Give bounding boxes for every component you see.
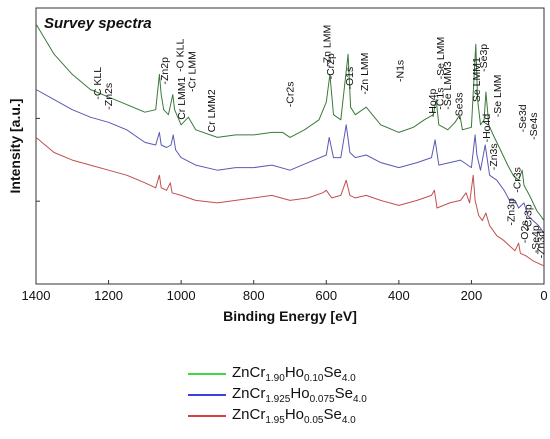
- peak-label: -O KLL: [174, 38, 186, 71]
- peak-label: -Se LMM3: [442, 61, 454, 110]
- y-axis-ticks: [36, 117, 40, 202]
- peak-label: -Cr3p: [523, 204, 535, 230]
- peak-label: -Zn LMM: [359, 53, 371, 95]
- x-axis-ticks: 1400 1200 1000 800 600 400 200 0: [22, 280, 548, 303]
- peak-label: -N1s: [395, 60, 407, 82]
- peak-label: -O1s: [344, 67, 356, 90]
- series-line-1: [35, 89, 545, 234]
- peak-label: -Ho4p: [427, 88, 439, 117]
- peak-label: -Zn3d: [535, 231, 547, 259]
- peak-label: -Se3p: [478, 44, 490, 72]
- peak-label: -Se LMM: [435, 37, 447, 80]
- peak-label: -Se3s: [454, 92, 466, 119]
- peak-label: -O2s: [519, 220, 531, 243]
- peak-label: -Se4p: [530, 225, 542, 253]
- legend: ZnCr1.90Ho0.10Se4.0ZnCr1.925Ho0.075Se4.0…: [188, 364, 367, 426]
- peak-annotations: -C KLL-Zn2s -Zn2p -O KLL Cr LMM1-Cr LMM Cr L…: [92, 25, 547, 259]
- peak-label: -Zn2p: [159, 57, 171, 85]
- peak-label: -Cr LMM: [186, 51, 198, 92]
- x-tick-label: 1400: [22, 288, 51, 303]
- x-tick-label: 800: [243, 288, 265, 303]
- peak-label: Se LMM1: [471, 57, 483, 102]
- peak-label: -Se3d: [517, 104, 529, 132]
- x-tick-label: 1000: [167, 288, 196, 303]
- peak-label: -C1s: [435, 88, 447, 110]
- legend-entry-1: ZnCr1.925Ho0.075Se4.0: [232, 385, 367, 405]
- x-tick-label: 0: [540, 288, 547, 303]
- spectra-lines: [35, 23, 545, 267]
- peak-label: -Ho4d: [481, 114, 493, 143]
- x-tick-label: 200: [461, 288, 483, 303]
- legend-entry-0: ZnCr1.90Ho0.10Se4.0: [232, 364, 356, 384]
- series-line-0: [35, 23, 545, 221]
- peak-label: -Cr3s: [511, 167, 523, 193]
- peak-label: -Zn LMM: [321, 25, 333, 67]
- y-axis-title: Intensity [a.u.]: [7, 99, 23, 194]
- series-line-2: [35, 137, 545, 267]
- peak-label: Cr LMM1: [176, 76, 188, 119]
- peak-label: -Cr2p: [325, 53, 337, 79]
- peak-label: -Zn3p: [506, 198, 518, 226]
- peak-label: -C KLL: [92, 67, 104, 100]
- peak-label: -Se4s: [528, 112, 540, 139]
- x-axis-title: Binding Energy [eV]: [223, 308, 357, 324]
- peak-label: Cr LMM2: [206, 89, 218, 132]
- x-tick-label: 600: [315, 288, 337, 303]
- x-tick-label: 400: [388, 288, 410, 303]
- peak-label: -Cr2s: [284, 82, 296, 108]
- legend-entry-2: ZnCr1.95Ho0.05Se4.0: [232, 406, 356, 426]
- x-tick-label: 1200: [94, 288, 123, 303]
- plot-frame: [35, 7, 545, 285]
- peak-label: -Zn3s: [488, 143, 500, 170]
- chart-title: Survey spectra: [44, 15, 152, 32]
- peak-label: -Se LMM: [492, 75, 504, 118]
- peak-label: -Zn2s: [103, 83, 115, 110]
